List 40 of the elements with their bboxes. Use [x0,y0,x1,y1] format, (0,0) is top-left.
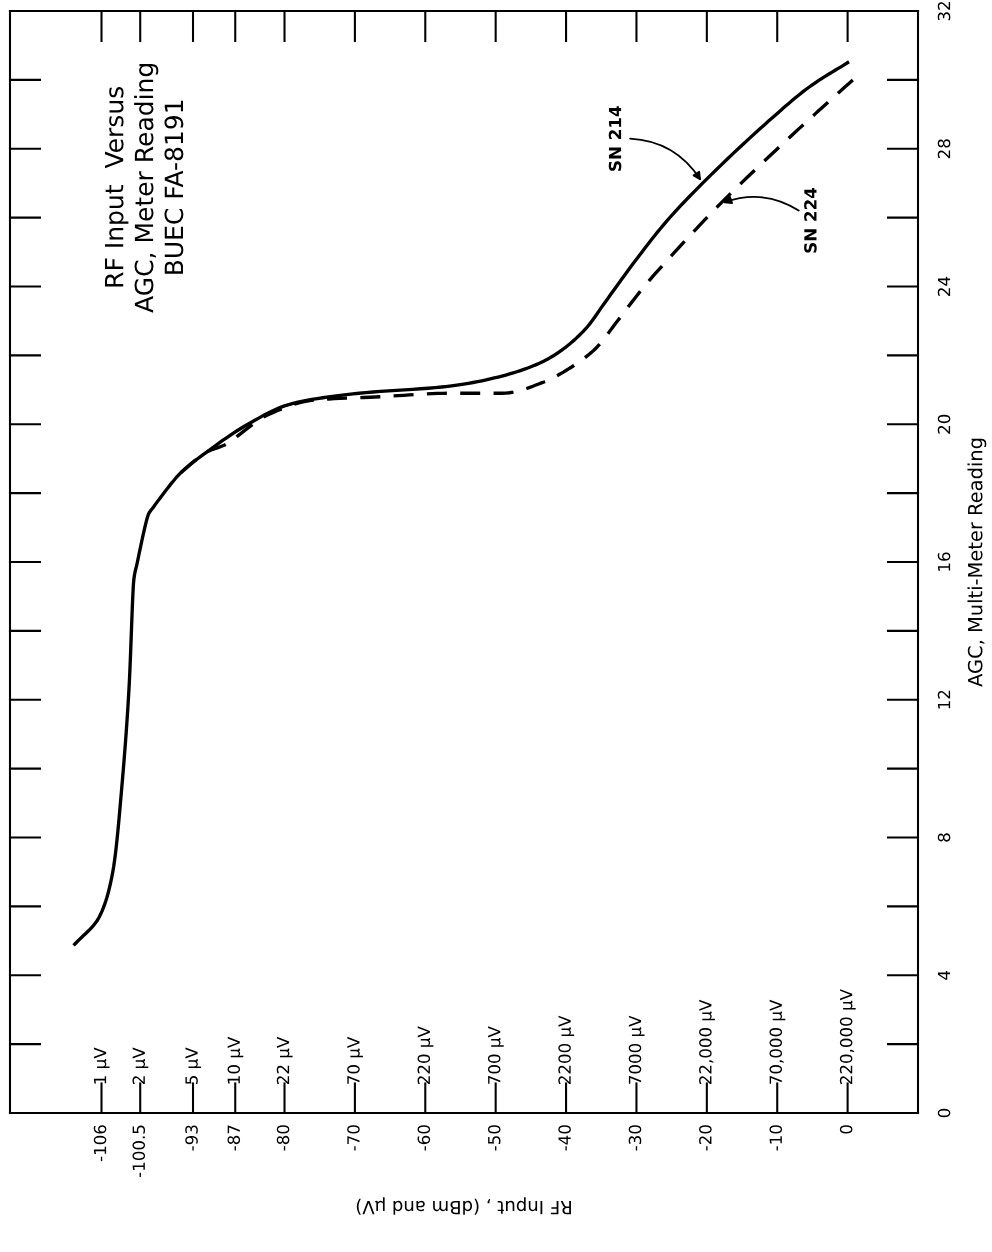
y-axis-title: AGC, Multi-Meter Reading [967,438,987,687]
annotation: 2200 µV [558,1015,575,1084]
x-tick-label: -20 [699,1125,712,1151]
x-tick-label: -70 [347,1125,360,1151]
y-tick-label: 24 [937,276,951,296]
x-tick-label: -40 [558,1125,571,1151]
text: RF Input Versus AGC, Meter Reading BUEC FA-8191 [104,63,184,313]
annotation: 10 µV [227,1036,244,1084]
annotation: 220,000 µV [839,989,856,1084]
x-tick-label: -30 [628,1125,642,1151]
y-tick-label: 20 [937,414,951,434]
x-tick-label: -60 [417,1125,431,1151]
x-tick-label: -80 [276,1125,290,1151]
x-tick-label: -100.5 [132,1125,146,1178]
annotation: 1 µV [93,1047,110,1084]
annotation: 2 µV [132,1047,149,1084]
y-tick-label: 16 [937,552,951,571]
y-tick-label: 12 [937,690,951,709]
y-tick-label: 28 [937,139,951,159]
x-axis-title: RF Input , (dBm and µV) [356,1197,571,1215]
annotation: 5 µV [185,1047,202,1084]
x-tick-label: -87 [227,1125,241,1151]
annotation: SN 214 [608,106,622,171]
annotation: 70 µV [347,1036,363,1084]
annotation: SN 224 [804,188,817,253]
y-tick-label: 8 [937,833,951,842]
annotation: 22 µV [276,1036,293,1084]
y-tick-label: 32 [937,2,951,21]
x-tick-label: -10 [769,1125,783,1151]
x-tick-label: -93 [185,1125,198,1151]
annotation: 70,000 µV [769,999,786,1084]
annotation: 22,000 µV [699,999,715,1084]
x-tick-label: 0 [839,1125,853,1134]
x-tick-label: -106 [93,1125,107,1162]
y-tick-label: 0 [937,1108,951,1118]
annotation: 220 µV [417,1026,434,1084]
y-tick-label: 4 [937,970,951,980]
x-tick-label: -50 [487,1125,501,1151]
annotation: 700 µV [487,1026,504,1084]
annotation: 7000 µV [628,1015,645,1084]
